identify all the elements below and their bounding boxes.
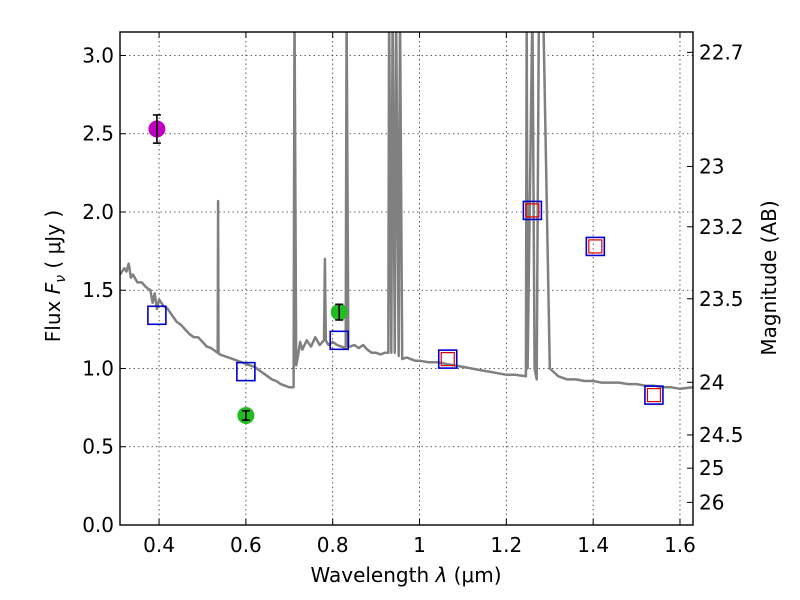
plot-frame [119, 31, 694, 526]
template-spectrum-line [120, 32, 693, 391]
y-tick-label: 0.5 [82, 435, 114, 459]
x-axis-label-unit: (μm) [447, 563, 501, 587]
x-tick-label: 0.4 [143, 533, 175, 557]
y-tick-label: 3.0 [82, 43, 114, 67]
y-axis-label-symbol: F [41, 282, 65, 294]
y-axis-label-subscript: ν [53, 275, 69, 283]
x-axis-label: Wavelength λ (μm) [310, 563, 501, 587]
magnitude-tick-label: 25 [699, 456, 724, 480]
labels-layer: 0.4 0.6 0.8 1 1.2 1.4 1.6 0.0 0.5 1.0 1.5 2.0 2.5 3.0… [82, 40, 743, 557]
magnitude-tick-label: 23.5 [699, 287, 744, 311]
model-photometry-box [437, 349, 458, 369]
y2-axis-label: Magnitude (AB) [757, 200, 781, 355]
y-tick-label: 1.0 [82, 356, 114, 380]
points-layer [147, 114, 664, 424]
magnitude-tick-label: 22.7 [699, 40, 744, 64]
x-tick-label: 1.4 [577, 533, 609, 557]
y-axis-label-text: Flux [41, 294, 65, 342]
observed-photometry-box [440, 352, 455, 367]
model-photometry-box [585, 236, 606, 257]
x-tick-label: 0.8 [317, 533, 349, 557]
y-tick-label: 1.5 [82, 278, 114, 302]
y-tick-label: 2.5 [82, 122, 114, 146]
spectrum-layer [120, 32, 693, 391]
magnitude-tick-label: 23 [699, 154, 724, 178]
x-tick-label: 1.6 [664, 533, 696, 557]
magnitude-tick-label: 24.5 [699, 423, 744, 447]
model-photometry-box [644, 385, 664, 405]
magnitude-tick-label: 26 [699, 490, 724, 514]
x-tick-label: 1 [413, 533, 426, 557]
observed-photometry-box [646, 387, 662, 403]
magnitude-tick-label: 24 [699, 370, 724, 394]
magnitude-tick-label: 23.2 [699, 215, 744, 239]
x-axis-label-symbol: λ [434, 563, 447, 587]
x-tick-label: 0.6 [230, 533, 262, 557]
y-axis-label-unit: ( μJy ) [41, 210, 65, 275]
model-photometry-box [147, 305, 167, 326]
observed-photometry-box [588, 239, 603, 254]
y-tick-label: 2.0 [82, 200, 114, 224]
y-axis-label: Flux Fν ( μJy ) [41, 210, 69, 342]
observed-photometry-box [525, 203, 540, 218]
x-tick-label: 1.2 [490, 533, 522, 557]
model-photometry-box [329, 330, 350, 351]
x-axis-label-text: Wavelength [310, 563, 435, 587]
ticks-layer [120, 32, 693, 526]
model-photometry-box [236, 361, 256, 382]
model-photometry-box [522, 200, 543, 221]
grid-layer [120, 32, 693, 526]
y-tick-label: 0.0 [82, 513, 114, 537]
